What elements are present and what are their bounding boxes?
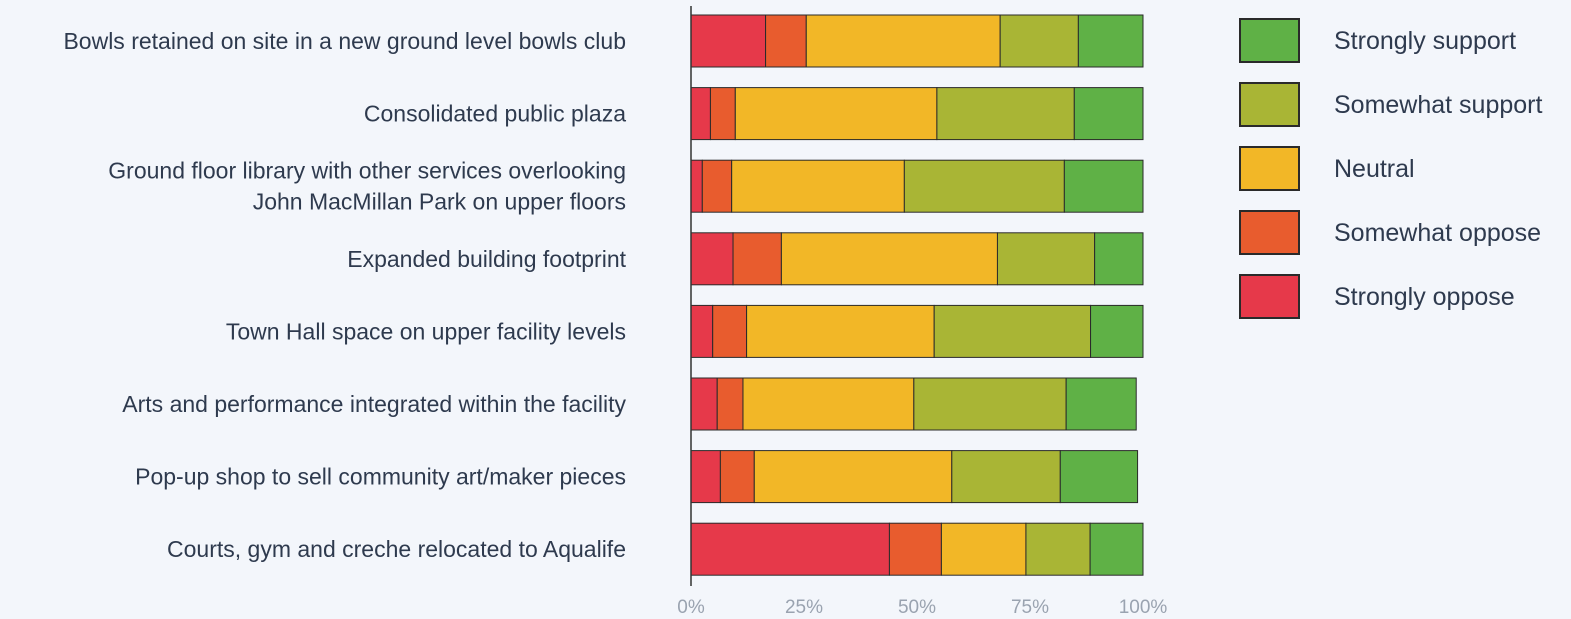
category-label-1: Bowls retained on site in a new ground l… xyxy=(63,28,626,54)
bar-segment-somewhat-oppose-4 xyxy=(732,232,782,286)
legend-swatch-somewhat-oppose xyxy=(1239,210,1300,255)
category-label-line: Pop-up shop to sell community art/maker … xyxy=(135,464,626,490)
bar-segment-somewhat-oppose-5 xyxy=(712,304,748,358)
x-axis-tick-labels: 0% 25% 50% 75% 100% xyxy=(677,597,1167,618)
x-tick-label: 25% xyxy=(785,597,823,618)
legend: Strongly support Somewhat support Neutral S… xyxy=(1239,18,1543,319)
category-labels: Bowls retained on site in a new ground l… xyxy=(63,28,626,562)
legend-swatch-strongly-support xyxy=(1239,18,1300,63)
legend-label-neutral: Neutral xyxy=(1334,155,1415,183)
bar-segment-somewhat-support-4 xyxy=(996,232,1096,286)
bar-segment-strongly-support-2 xyxy=(1073,87,1144,141)
category-label-line: Town Hall space on upper facility levels xyxy=(226,318,626,344)
bar-segment-somewhat-oppose-7 xyxy=(719,450,755,504)
bar-segment-somewhat-oppose-1 xyxy=(765,14,807,68)
bar-segment-neutral-7 xyxy=(753,450,953,504)
bar-segment-somewhat-support-8 xyxy=(1025,522,1091,576)
legend-swatch-neutral xyxy=(1239,146,1300,191)
category-label-line: Expanded building footprint xyxy=(347,246,626,272)
bar-segment-neutral-5 xyxy=(746,304,935,358)
x-tick-label: 0% xyxy=(677,597,705,618)
x-tick-label: 100% xyxy=(1119,597,1168,618)
bar-segment-somewhat-oppose-3 xyxy=(701,159,733,213)
bar-segment-somewhat-oppose-2 xyxy=(709,87,736,141)
bar-segment-strongly-support-8 xyxy=(1089,522,1144,576)
category-label-line: Consolidated public plaza xyxy=(364,101,626,127)
legend-swatch-somewhat-support xyxy=(1239,82,1300,127)
bar-segment-somewhat-support-6 xyxy=(913,377,1067,431)
bar-segment-neutral-6 xyxy=(742,377,915,431)
bar-segment-somewhat-support-7 xyxy=(951,450,1061,504)
bar-segment-somewhat-support-5 xyxy=(933,304,1092,358)
category-label-8: Courts, gym and creche relocated to Aqua… xyxy=(167,536,626,562)
bar-segment-strongly-oppose-1 xyxy=(690,14,767,68)
x-tick-label: 75% xyxy=(1011,597,1049,618)
bar-segment-neutral-8 xyxy=(940,522,1027,576)
category-label-5: Town Hall space on upper facility levels xyxy=(226,318,626,344)
category-label-line: John MacMillan Park on upper floors xyxy=(253,189,626,215)
bar-segment-strongly-oppose-6 xyxy=(690,377,718,431)
category-label-4: Expanded building footprint xyxy=(347,246,626,272)
bar-segment-strongly-support-4 xyxy=(1094,232,1144,286)
bar-segment-strongly-support-6 xyxy=(1065,377,1137,431)
bar-segment-somewhat-oppose-8 xyxy=(888,522,942,576)
category-label-7: Pop-up shop to sell community art/maker … xyxy=(135,464,626,490)
bar-segment-somewhat-support-1 xyxy=(999,14,1079,68)
bars-group xyxy=(690,14,1144,576)
bar-segment-somewhat-support-2 xyxy=(936,87,1075,141)
bar-segment-somewhat-support-3 xyxy=(903,159,1065,213)
bar-segment-strongly-oppose-2 xyxy=(690,87,711,141)
category-label-3: Ground floor library with other services… xyxy=(108,158,626,215)
legend-label-somewhat-support: Somewhat support xyxy=(1334,91,1543,119)
category-label-2: Consolidated public plaza xyxy=(364,101,626,127)
legend-label-somewhat-oppose: Somewhat oppose xyxy=(1334,219,1541,247)
x-tick-label: 50% xyxy=(898,597,936,618)
bar-segment-strongly-support-1 xyxy=(1077,14,1144,68)
bar-segment-strongly-support-5 xyxy=(1090,304,1144,358)
bar-segment-strongly-oppose-7 xyxy=(690,450,721,504)
legend-swatch-strongly-oppose xyxy=(1239,274,1300,319)
category-label-line: Bowls retained on site in a new ground l… xyxy=(63,28,626,54)
bar-segment-neutral-3 xyxy=(731,159,905,213)
bar-segment-neutral-4 xyxy=(780,232,998,286)
bar-segment-neutral-1 xyxy=(805,14,1001,68)
category-label-line: Arts and performance integrated within t… xyxy=(122,391,626,417)
legend-label-strongly-oppose: Strongly oppose xyxy=(1334,283,1515,311)
bar-segment-strongly-oppose-4 xyxy=(690,232,734,286)
bar-segment-strongly-oppose-3 xyxy=(690,159,703,213)
bar-segment-strongly-support-7 xyxy=(1059,450,1139,504)
bar-segment-strongly-support-3 xyxy=(1063,159,1144,213)
bar-segment-neutral-2 xyxy=(734,87,938,141)
bar-segment-strongly-oppose-8 xyxy=(690,522,890,576)
category-label-6: Arts and performance integrated within t… xyxy=(122,391,626,417)
category-label-line: Ground floor library with other services… xyxy=(108,158,626,184)
legend-label-strongly-support: Strongly support xyxy=(1334,27,1516,55)
bar-segment-somewhat-oppose-6 xyxy=(716,377,744,431)
bar-segment-strongly-oppose-5 xyxy=(690,304,714,358)
category-label-line: Courts, gym and creche relocated to Aqua… xyxy=(167,536,626,562)
